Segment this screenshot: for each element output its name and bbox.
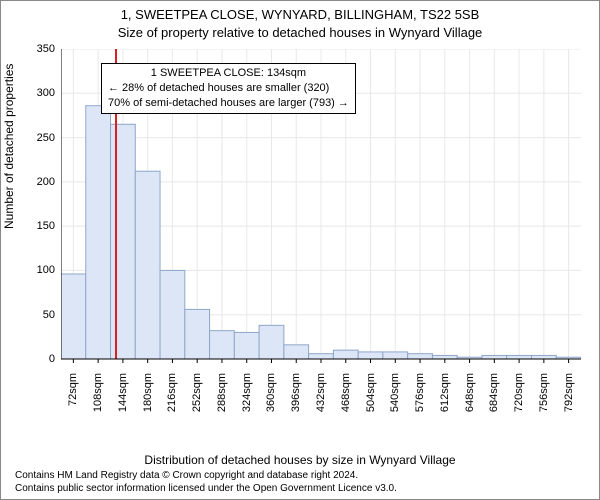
x-tick-label: 252sqm [191, 373, 203, 423]
annotation-line3: 70% of semi-detached houses are larger (… [108, 96, 349, 111]
annotation-line2: ← 28% of detached houses are smaller (32… [108, 81, 349, 96]
histogram-bar [259, 325, 284, 359]
histogram-bar [333, 350, 358, 359]
chart-container: 1, SWEETPEA CLOSE, WYNYARD, BILLINGHAM, … [0, 0, 600, 500]
x-tick-label: 432sqm [315, 373, 327, 423]
attribution-text: Contains HM Land Registry data © Crown c… [15, 470, 397, 495]
x-tick-label: 612sqm [439, 373, 451, 423]
x-tick-label: 756sqm [538, 373, 550, 423]
attribution-line1: Contains HM Land Registry data © Crown c… [15, 470, 397, 483]
histogram-bar [482, 355, 507, 359]
y-tick-label: 0 [49, 353, 61, 365]
histogram-bar [408, 354, 433, 359]
histogram-bar [358, 352, 383, 359]
y-tick-label: 250 [37, 132, 61, 144]
histogram-bar [507, 355, 532, 359]
x-tick-label: 180sqm [142, 373, 154, 423]
histogram-bar [61, 274, 86, 359]
annotation-box: 1 SWEETPEA CLOSE: 134sqm ← 28% of detach… [101, 63, 356, 114]
y-tick-label: 50 [43, 309, 61, 321]
histogram-bar [111, 124, 136, 359]
x-axis-label: Distribution of detached houses by size … [1, 453, 599, 467]
plot-area: 050100150200250300350 72sqm108sqm144sqm1… [61, 49, 581, 409]
attribution-line2: Contains public sector information licen… [15, 483, 397, 496]
x-tick-label: 684sqm [488, 373, 500, 423]
annotation-line1: 1 SWEETPEA CLOSE: 134sqm [108, 66, 349, 81]
histogram-bar [210, 331, 235, 359]
x-tick-label: 216sqm [166, 373, 178, 423]
histogram-bar [185, 309, 210, 359]
y-tick-label: 200 [37, 176, 61, 188]
histogram-bar [86, 106, 111, 359]
y-tick-label: 350 [37, 43, 61, 55]
x-tick-label: 540sqm [389, 373, 401, 423]
x-tick-label: 504sqm [365, 373, 377, 423]
x-tick-label: 360sqm [265, 373, 277, 423]
x-tick-label: 396sqm [290, 373, 302, 423]
histogram-bar [135, 171, 160, 359]
chart-title-line2: Size of property relative to detached ho… [1, 25, 599, 40]
x-tick-label: 72sqm [67, 373, 79, 423]
x-tick-label: 108sqm [92, 373, 104, 423]
x-tick-label: 324sqm [241, 373, 253, 423]
histogram-bar [383, 352, 408, 359]
histogram-bar [284, 345, 309, 359]
x-tick-label: 468sqm [340, 373, 352, 423]
histogram-bar [160, 270, 185, 359]
y-tick-label: 300 [37, 87, 61, 99]
histogram-bar [309, 354, 334, 359]
chart-title-line1: 1, SWEETPEA CLOSE, WYNYARD, BILLINGHAM, … [1, 7, 599, 22]
x-tick-label: 792sqm [563, 373, 575, 423]
x-tick-label: 720sqm [513, 373, 525, 423]
x-tick-label: 576sqm [414, 373, 426, 423]
histogram-bar [432, 355, 457, 359]
y-tick-label: 100 [37, 264, 61, 276]
histogram-bar [234, 332, 259, 359]
x-tick-label: 288sqm [216, 373, 228, 423]
y-tick-label: 150 [37, 220, 61, 232]
histogram-bar [531, 355, 556, 359]
y-axis-label: Number of detached properties [2, 64, 16, 229]
x-tick-label: 144sqm [117, 373, 129, 423]
x-tick-label: 648sqm [464, 373, 476, 423]
